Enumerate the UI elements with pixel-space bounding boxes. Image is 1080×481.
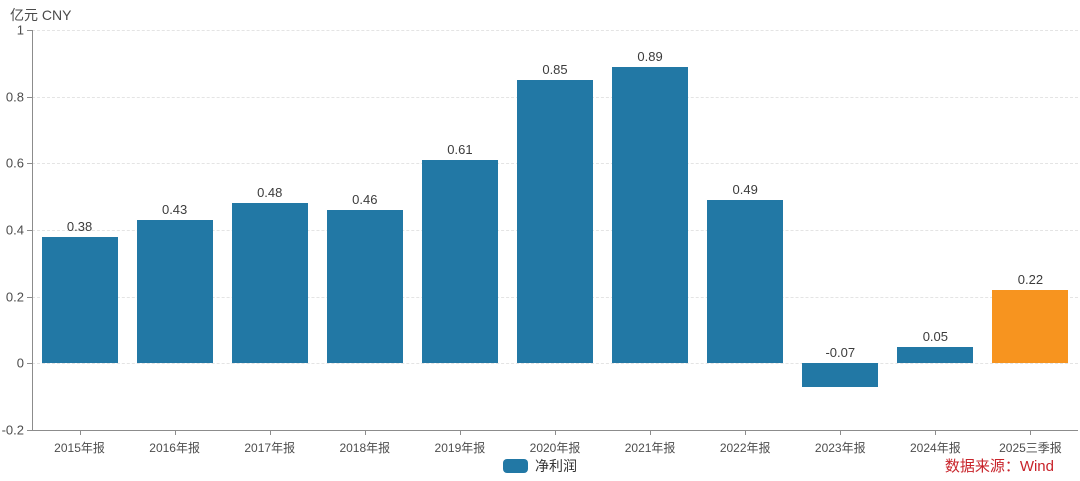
x-axis-tick bbox=[745, 430, 747, 435]
x-axis-tick-label: 2020年报 bbox=[529, 441, 581, 455]
x-axis-tick bbox=[174, 430, 176, 435]
bar-value-label: 0.48 bbox=[257, 185, 283, 201]
bar-value-label: 0.22 bbox=[1017, 272, 1044, 287]
y-axis-tick bbox=[27, 296, 32, 298]
gridline bbox=[32, 363, 1078, 365]
x-axis-tick-label: 2021年报 bbox=[624, 441, 676, 455]
y-axis-line bbox=[32, 30, 33, 430]
bar-value-label: 0.05 bbox=[922, 328, 949, 344]
x-axis-tick-label: 2018年报 bbox=[339, 441, 391, 455]
y-axis-tick-label: 0.4 bbox=[5, 222, 24, 238]
y-axis-tick bbox=[27, 163, 32, 165]
x-axis-tick-label: 2019年报 bbox=[434, 441, 486, 455]
x-axis-tick bbox=[650, 430, 652, 435]
bar-value-label: 0.61 bbox=[447, 142, 473, 157]
y-axis-tick-label: 1 bbox=[16, 22, 24, 38]
x-axis-tick bbox=[459, 430, 461, 435]
x-axis-tick-label: 2025三季报 bbox=[999, 441, 1062, 455]
x-axis-tick-label: 2017年报 bbox=[244, 441, 296, 455]
x-axis-tick-label: 2024年报 bbox=[910, 441, 961, 455]
y-axis-tick bbox=[27, 30, 32, 31]
bar-2016年报[interactable] bbox=[137, 220, 213, 364]
y-axis-tick bbox=[27, 96, 32, 98]
bar-value-label: 0.38 bbox=[66, 218, 93, 234]
bar-value-label: 0.43 bbox=[161, 202, 188, 217]
data-source-text: 数据来源：Wind bbox=[944, 458, 1054, 475]
bar-2025三季报[interactable] bbox=[992, 290, 1068, 364]
bar-2019年报[interactable] bbox=[422, 160, 498, 364]
legend-item-net-profit[interactable]: 净利润 bbox=[503, 456, 577, 476]
x-axis-tick bbox=[1030, 430, 1032, 435]
y-axis-tick bbox=[27, 430, 32, 431]
bar-value-label: 0.85 bbox=[542, 62, 568, 77]
bar-2018年报[interactable] bbox=[327, 210, 403, 364]
y-axis-tick bbox=[27, 230, 32, 231]
y-axis-tick-label: 0.6 bbox=[5, 155, 24, 171]
x-axis-tick bbox=[269, 430, 271, 435]
y-axis-unit-label: 亿元 CNY bbox=[10, 7, 72, 23]
x-axis-tick bbox=[935, 430, 937, 435]
bar-value-label: 0.46 bbox=[352, 192, 378, 207]
y-axis-tick-label: 0.8 bbox=[5, 89, 24, 105]
bar-2015年报[interactable] bbox=[42, 236, 118, 364]
bar-2020年报[interactable] bbox=[517, 80, 593, 364]
y-axis-tick-label: -0.2 bbox=[1, 422, 24, 438]
bar-2021年报[interactable] bbox=[612, 66, 688, 364]
x-axis-tick bbox=[79, 430, 81, 435]
bar-2022年报[interactable] bbox=[707, 200, 783, 364]
y-axis-tick-label: 0.2 bbox=[5, 289, 24, 305]
x-axis-tick bbox=[364, 430, 366, 435]
x-axis-tick bbox=[840, 430, 842, 435]
bar-value-label: -0.07 bbox=[825, 345, 856, 361]
y-axis-tick-label: 0 bbox=[16, 355, 24, 371]
x-axis-tick-label: 2023年报 bbox=[814, 441, 866, 455]
y-axis-tick bbox=[27, 363, 32, 365]
x-axis-tick-label: 2016年报 bbox=[149, 441, 200, 455]
legend-swatch bbox=[503, 459, 528, 473]
bar-2023年报[interactable] bbox=[802, 363, 878, 387]
legend-label: 净利润 bbox=[535, 458, 577, 474]
x-axis-tick bbox=[555, 430, 556, 435]
bar-2024年报[interactable] bbox=[897, 346, 973, 364]
bar-value-label: 0.89 bbox=[637, 48, 663, 64]
bar-value-label: 0.49 bbox=[732, 182, 758, 197]
x-axis-tick-label: 2015年报 bbox=[54, 441, 105, 455]
bar-2017年报[interactable] bbox=[232, 203, 308, 364]
gridline bbox=[32, 30, 1078, 31]
x-axis-tick-label: 2022年报 bbox=[719, 441, 771, 455]
